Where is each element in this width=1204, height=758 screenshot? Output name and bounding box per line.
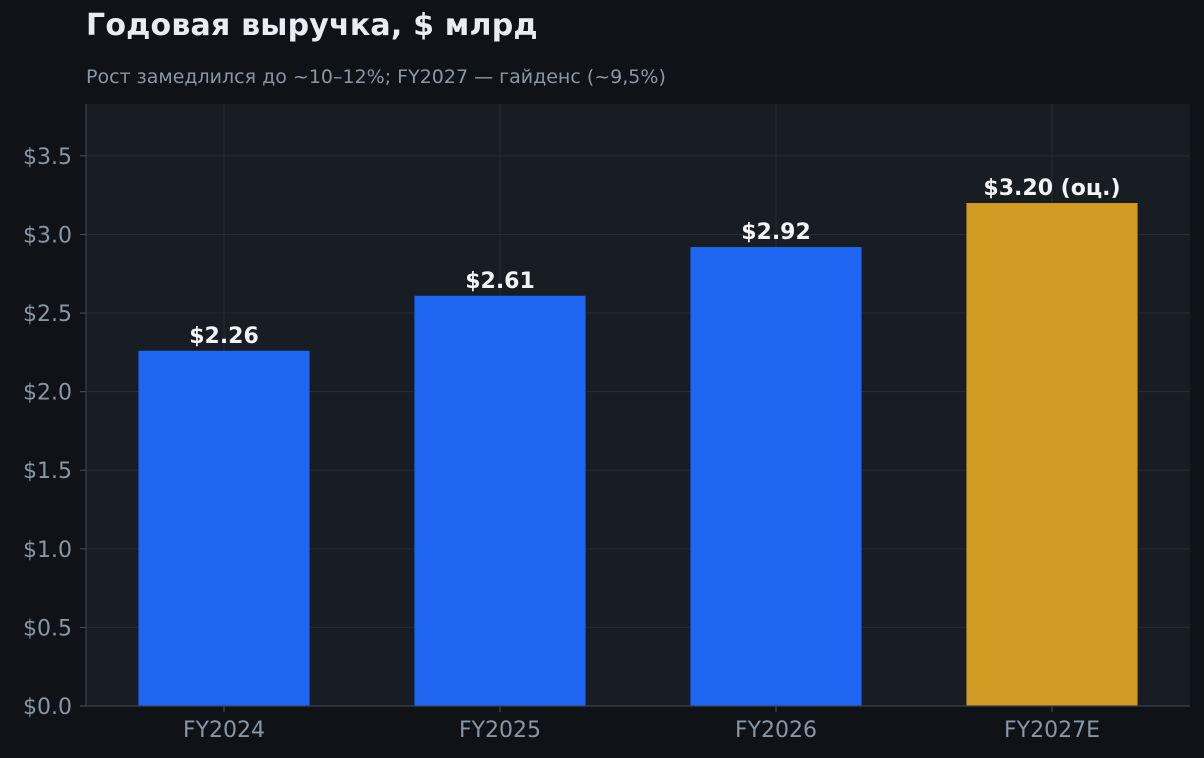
bar-data-label: $2.92 (741, 220, 811, 245)
x-tick-label: FY2024 (183, 718, 265, 743)
x-tick-label: FY2026 (735, 718, 817, 743)
y-tick-label: $2.5 (23, 302, 72, 327)
bar-fy2027e (966, 203, 1138, 706)
bar-fy2026 (690, 247, 862, 706)
y-tick-label: $2.0 (23, 381, 72, 406)
bar-data-label: $2.61 (465, 269, 535, 294)
y-tick-label: $3.5 (23, 145, 72, 170)
bar-data-label: $3.20 (оц.) (983, 176, 1120, 201)
x-tick-label: FY2025 (459, 718, 541, 743)
bar-fy2025 (414, 295, 586, 706)
chart-subtitle: Рост замедлился до ~10–12%; FY2027 — гай… (86, 66, 666, 88)
y-tick-label: $0.0 (23, 695, 72, 720)
bar-data-label: $2.26 (189, 324, 259, 349)
x-tick-label: FY2027E (1004, 718, 1100, 743)
y-tick-label: $1.0 (23, 538, 72, 563)
y-tick-label: $1.5 (23, 459, 72, 484)
chart-title: Годовая выручка, $ млрд (86, 8, 538, 43)
y-tick-label: $0.5 (23, 616, 72, 641)
bar-fy2024 (138, 350, 310, 706)
y-tick-label: $3.0 (23, 223, 72, 248)
